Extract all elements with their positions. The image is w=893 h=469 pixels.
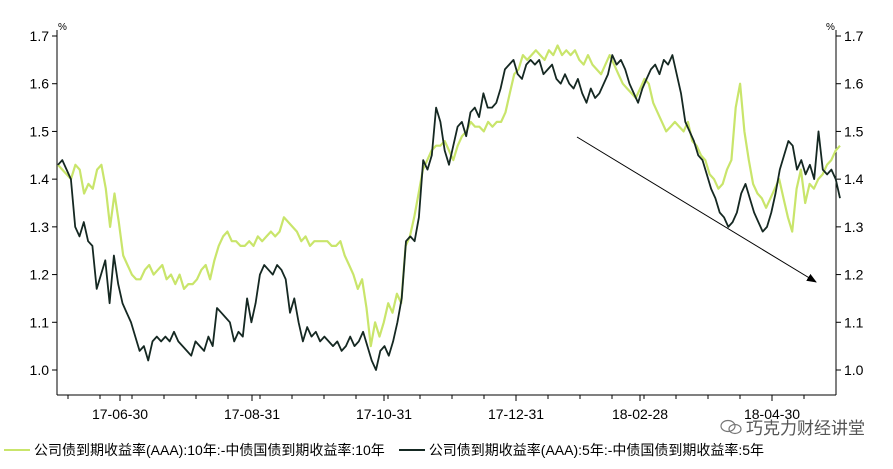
watermark: 巧克力财经讲堂 — [720, 414, 865, 439]
y-tick-label-right: 1.2 — [844, 267, 864, 283]
chart: % % 1.01.11.21.31.41.51.61.7 1.01.11.21.… — [30, 22, 864, 422]
y-tick-label-left: 1.7 — [30, 28, 50, 44]
plot-frame — [56, 30, 837, 396]
y-tick-label-right: 1.0 — [844, 362, 864, 378]
y-tick-label-left: 1.3 — [30, 219, 50, 235]
wechat-icon — [720, 419, 742, 434]
y-tick-label-right: 1.5 — [844, 123, 864, 139]
series-line-5y — [57, 54, 841, 371]
legend-label-10y: 公司债到期收益率(AAA):10年:-中债国债到期收益率:10年 — [34, 442, 385, 458]
y-unit-right: % — [826, 22, 835, 33]
y-tick-label-right: 1.4 — [844, 171, 864, 187]
legend: 公司债到期收益率(AAA):10年:-中债国债到期收益率:10年 公司债到期收益… — [0, 436, 893, 464]
y-tick-label-left: 1.0 — [30, 362, 50, 378]
x-tick-label: 17-06-30 — [92, 406, 148, 422]
trend-arrow — [576, 136, 817, 283]
y-tick-label-right: 1.1 — [844, 314, 864, 330]
x-tick-label: 17-08-31 — [224, 406, 280, 422]
x-tick-label: 18-02-28 — [612, 406, 668, 422]
y-tick-label-left: 1.6 — [30, 76, 50, 92]
series-line-10y — [57, 44, 841, 348]
y-tick-label-right: 1.3 — [844, 219, 864, 235]
y-tick-label-right: 1.7 — [844, 28, 864, 44]
series-layer — [57, 44, 841, 371]
x-tick-label: 18-04-30 — [744, 406, 800, 422]
y-tick-label-left: 1.4 — [30, 171, 50, 187]
y-tick-label-left: 1.2 — [30, 267, 50, 283]
x-tick-label: 17-10-31 — [356, 406, 412, 422]
y-tick-label-left: 1.1 — [30, 314, 50, 330]
legend-swatch-5y — [398, 449, 425, 451]
y-axis-right: 1.0 1.1 1.2 1.3 1.4 1.5 1.6 1.7 — [836, 28, 864, 378]
legend-swatch-10y — [4, 449, 30, 451]
y-axis-left: 1.0 1.1 1.2 1.3 1.4 1.5 1.6 1.7 — [30, 28, 57, 378]
x-tick-label: 17-12-31 — [488, 406, 544, 422]
y-tick-label-left: 1.5 — [30, 123, 50, 139]
y-tick-label-right: 1.6 — [844, 76, 864, 92]
y-unit-left: % — [58, 22, 67, 33]
legend-item-5y: 公司债到期收益率(AAA):5年:-中债国债到期收益率:5年 — [398, 440, 765, 460]
watermark-text: 巧克力财经讲堂 — [746, 419, 865, 439]
legend-item-10y: 公司债到期收益率(AAA):10年:-中债国债到期收益率:10年 — [4, 440, 385, 460]
legend-label-5y: 公司债到期收益率(AAA):5年:-中债国债到期收益率:5年 — [428, 442, 765, 458]
x-axis: 17-06-30 17-08-31 17-10-31 17-12-31 18-02-28… — [67, 395, 805, 422]
